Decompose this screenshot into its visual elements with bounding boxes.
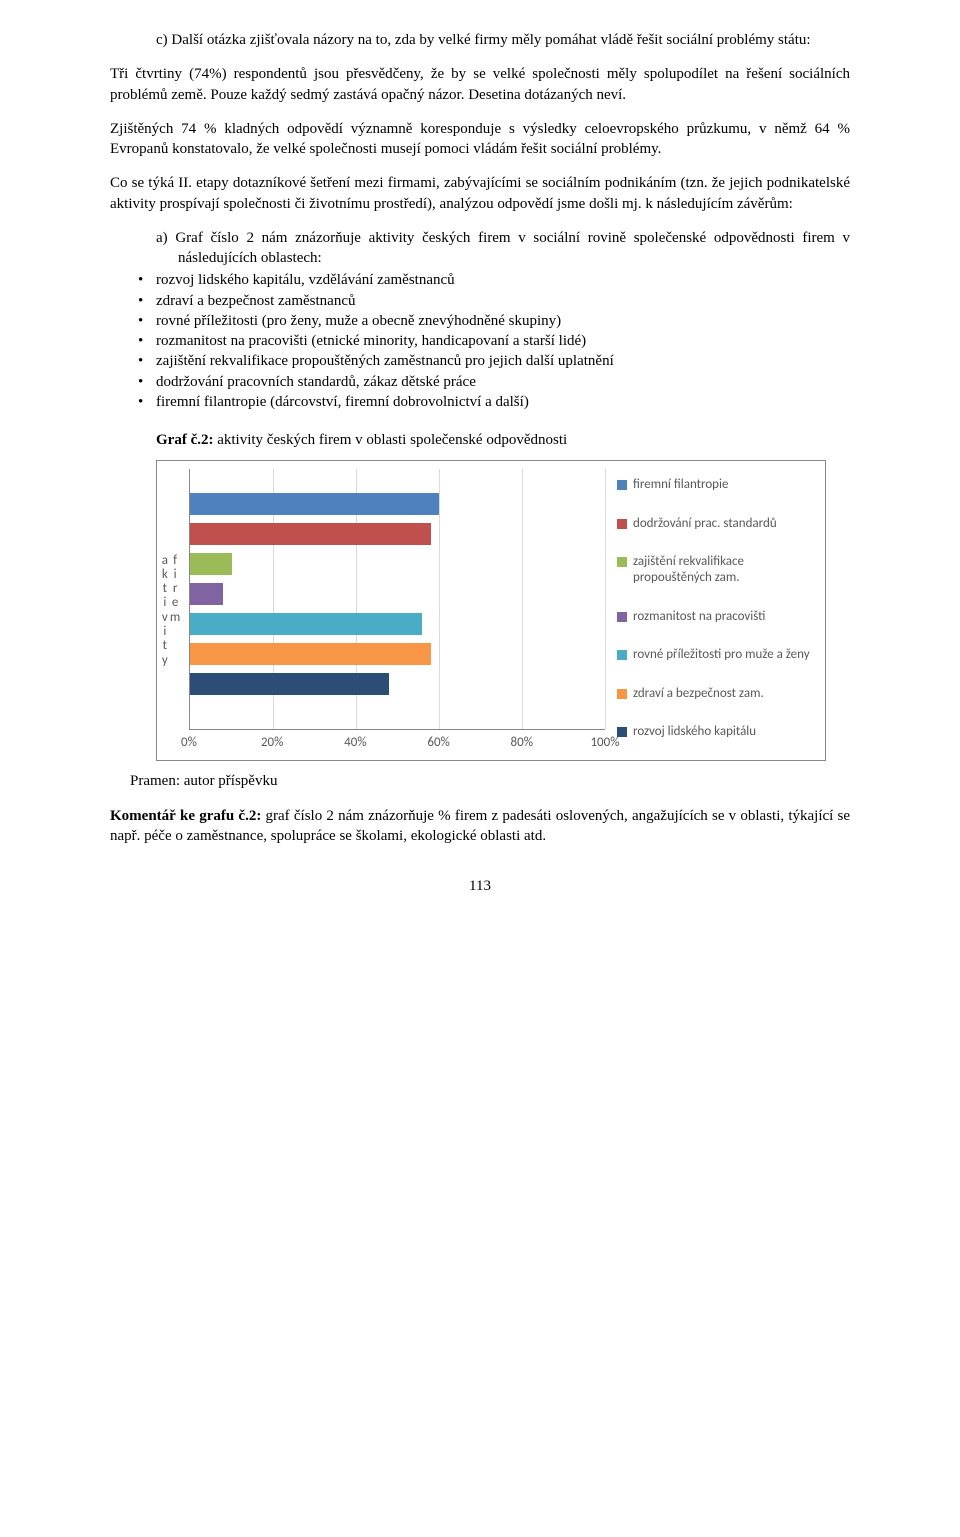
- gridline: [522, 469, 523, 729]
- paragraph-1: Tři čtvrtiny (74%) respondentů jsou přes…: [110, 64, 850, 105]
- legend-label: zajištění rekvalifikace propouštěných za…: [633, 554, 817, 587]
- section-c-text: Další otázka zjišťovala názory na to, zd…: [171, 32, 810, 48]
- legend-swatch: [617, 689, 627, 699]
- list-item: rozmanitost na pracovišti (etnické minor…: [110, 331, 850, 351]
- x-tick-label: 20%: [261, 734, 283, 752]
- legend-swatch: [617, 557, 627, 567]
- plot-column: 0%20%40%60%80%100%: [185, 469, 605, 752]
- paragraph-2: Zjištěných 74 % kladných odpovědí význam…: [110, 119, 850, 160]
- chart-bar: [190, 523, 431, 545]
- legend-swatch: [617, 519, 627, 529]
- x-tick-label: 60%: [427, 734, 449, 752]
- legend-label: firemní filantropie: [633, 477, 728, 493]
- bullet-list: rozvoj lidského kapitálu, vzdělávání zam…: [110, 270, 850, 412]
- list-item: zajištění rekvalifikace propouštěných za…: [110, 351, 850, 371]
- x-tick-label: 40%: [344, 734, 366, 752]
- list-item: firemní filantropie (dárcovství, firemní…: [110, 392, 850, 412]
- gridline: [605, 469, 606, 729]
- chart-title: Graf č.2: aktivity českých firem v oblas…: [156, 430, 850, 450]
- section-c: c) Další otázka zjišťovala názory na to,…: [156, 30, 850, 50]
- page-content: c) Další otázka zjišťovala názory na to,…: [55, 0, 905, 936]
- chart-bar: [190, 613, 422, 635]
- legend-item: rozvoj lidského kapitálu: [617, 724, 817, 740]
- legend-label: rozvoj lidského kapitálu: [633, 724, 756, 740]
- commentary: Komentář ke grafu č.2: graf číslo 2 nám …: [110, 806, 850, 847]
- legend-label: dodržování prac. standardů: [633, 516, 777, 532]
- legend-item: zajištění rekvalifikace propouštěných za…: [617, 554, 817, 587]
- chart-bar: [190, 493, 439, 515]
- legend-label: rozmanitost na pracovišti: [633, 609, 765, 625]
- legend-item: rozmanitost na pracovišti: [617, 609, 817, 625]
- chart-bar: [190, 673, 389, 695]
- gridline: [439, 469, 440, 729]
- chart-legend: firemní filantropie dodržování prac. stan…: [605, 469, 817, 752]
- legend-item: zdraví a bezpečnost zam.: [617, 686, 817, 702]
- legend-swatch: [617, 480, 627, 490]
- list-item: dodržování pracovních standardů, zákaz d…: [110, 372, 850, 392]
- list-item: zdraví a bezpečnost zaměstnanců: [110, 291, 850, 311]
- list-item: rovné příležitosti (pro ženy, muže a obe…: [110, 311, 850, 331]
- x-tick-label: 80%: [511, 734, 533, 752]
- chart-title-bold: Graf č.2:: [156, 432, 213, 448]
- page-number: 113: [110, 876, 850, 896]
- list-label-c: c): [156, 32, 168, 48]
- commentary-label: Komentář ke grafu č.2:: [110, 808, 261, 824]
- legend-swatch: [617, 612, 627, 622]
- legend-label: rovné příležitosti pro muže a ženy: [633, 647, 810, 663]
- chart-bar: [190, 643, 431, 665]
- legend-label: zdraví a bezpečnost zam.: [633, 686, 764, 702]
- sub-a: a) Graf číslo 2 nám znázorňuje aktivity …: [110, 228, 850, 269]
- sub-a-text: Graf číslo 2 nám znázorňuje aktivity čes…: [175, 230, 850, 266]
- list-label-a: a): [156, 230, 168, 246]
- chart-bar: [190, 583, 223, 605]
- list-item: rozvoj lidského kapitálu, vzdělávání zam…: [110, 270, 850, 290]
- x-axis-ticks: 0%20%40%60%80%100%: [189, 730, 605, 752]
- chart-source: Pramen: autor příspěvku: [130, 771, 850, 791]
- x-tick-label: 100%: [590, 734, 619, 752]
- y-axis-label: aktivity firem: [157, 469, 185, 752]
- paragraph-3: Co se týká II. etapy dotazníkové šetření…: [110, 173, 850, 214]
- legend-item: rovné příležitosti pro muže a ženy: [617, 647, 817, 663]
- chart-inner: aktivity firem 0% 20% 40% 60% 80% 100% firemn…: [157, 469, 817, 752]
- x-tick-label: 0%: [181, 734, 197, 752]
- plot-area: [189, 469, 605, 730]
- chart-bar: [190, 553, 232, 575]
- chart-container: aktivity firem 0% 20% 40% 60% 80% 100% firemn…: [156, 460, 826, 761]
- legend-item: dodržování prac. standardů: [617, 516, 817, 532]
- legend-swatch: [617, 650, 627, 660]
- chart-title-rest: aktivity českých firem v oblasti společe…: [217, 432, 567, 448]
- legend-item: firemní filantropie: [617, 477, 817, 493]
